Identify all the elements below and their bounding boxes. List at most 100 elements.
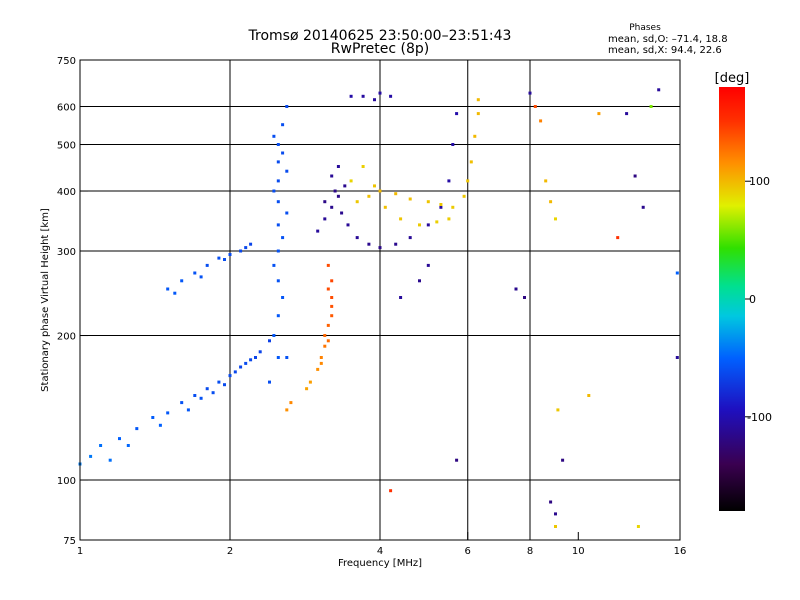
data-point <box>199 275 203 279</box>
data-points <box>78 88 679 528</box>
data-point <box>316 229 320 233</box>
data-point <box>378 91 382 95</box>
data-point <box>455 112 459 116</box>
data-point <box>349 94 353 98</box>
data-point <box>205 263 209 267</box>
data-point <box>233 370 237 374</box>
data-point <box>228 253 232 256</box>
y-axis-label: Stationary phase Virtual Height [km] <box>40 208 51 392</box>
data-point <box>399 296 403 299</box>
y-tick-label: 100 <box>57 476 76 487</box>
data-point <box>330 296 334 299</box>
data-point <box>211 391 215 395</box>
x-tick-label: 8 <box>527 546 533 557</box>
colorbar-ticks: 100 0 -100 <box>745 175 772 424</box>
data-point <box>675 356 679 359</box>
data-point <box>675 271 679 275</box>
data-point <box>319 361 323 365</box>
y-tick-label: 75 <box>63 536 76 547</box>
data-point <box>451 205 455 209</box>
data-point <box>166 287 170 291</box>
data-point <box>539 119 543 123</box>
data-point <box>408 197 412 201</box>
data-point <box>276 314 280 318</box>
data-point <box>343 184 347 188</box>
data-point <box>323 200 327 204</box>
data-point <box>373 98 376 102</box>
colorbar <box>719 87 745 511</box>
data-point <box>199 396 203 400</box>
chart-subtitle: RwPretec (8p) <box>331 41 429 57</box>
data-point <box>336 165 340 168</box>
data-point <box>180 279 184 283</box>
data-point <box>326 287 330 291</box>
data-point <box>281 151 285 155</box>
data-point <box>330 174 334 178</box>
data-point <box>528 91 532 95</box>
data-point <box>383 205 387 209</box>
data-point <box>514 287 518 291</box>
data-point <box>330 314 334 318</box>
y-tick-label: 500 <box>57 141 76 152</box>
data-point <box>326 263 330 267</box>
data-point <box>285 105 289 108</box>
data-point <box>323 344 327 348</box>
data-point <box>305 387 309 391</box>
data-point <box>166 411 170 415</box>
x-tick-label: 16 <box>674 546 687 557</box>
data-point <box>239 249 243 253</box>
data-point <box>616 236 620 240</box>
data-point <box>276 200 280 204</box>
data-point <box>249 358 253 362</box>
data-point <box>476 98 480 102</box>
data-point <box>633 174 637 178</box>
x-tick-label: 2 <box>227 546 233 557</box>
data-point <box>281 296 285 299</box>
chart-title: Tromsø 20140625 23:50:00–23:51:43 <box>248 28 512 44</box>
data-point <box>355 236 359 240</box>
data-point <box>272 263 276 267</box>
data-point <box>217 256 221 260</box>
data-point <box>554 525 557 528</box>
axis-ticks <box>79 59 681 541</box>
data-point <box>151 416 155 419</box>
data-point <box>330 304 334 308</box>
data-point <box>254 356 257 359</box>
axis-tick-labels: 1 2 4 6 8 10 16 75 100 200 300 400 500 600 750 <box>57 56 686 557</box>
x-tick-label: 6 <box>465 546 471 557</box>
x-tick-label: 4 <box>377 546 383 557</box>
data-point <box>285 408 289 412</box>
data-point <box>323 334 327 337</box>
data-point <box>180 401 184 405</box>
data-point <box>544 179 548 183</box>
data-point <box>244 246 248 250</box>
data-point <box>285 356 289 359</box>
data-point <box>126 444 130 447</box>
data-point <box>455 458 459 462</box>
data-point <box>476 112 480 116</box>
x-tick-label: 1 <box>77 546 83 557</box>
y-tick-label: 750 <box>57 56 76 67</box>
data-point <box>378 246 382 250</box>
data-point <box>625 112 629 116</box>
data-point <box>447 179 451 183</box>
data-point <box>533 105 537 108</box>
data-point <box>323 217 327 221</box>
data-point <box>367 194 371 198</box>
data-point <box>346 223 350 227</box>
data-point <box>249 242 253 246</box>
data-point <box>549 200 553 204</box>
data-point <box>389 489 393 493</box>
colorbar-label: [deg] <box>715 71 750 86</box>
data-point <box>451 143 455 146</box>
data-point <box>426 263 430 267</box>
y-tick-label: 600 <box>57 103 76 114</box>
data-point <box>439 205 443 209</box>
data-point <box>340 211 344 215</box>
data-point <box>469 160 473 164</box>
data-point <box>272 134 276 138</box>
y-tick-label: 300 <box>57 247 76 258</box>
data-point <box>636 525 640 528</box>
data-point <box>244 361 248 365</box>
data-point <box>641 205 645 209</box>
